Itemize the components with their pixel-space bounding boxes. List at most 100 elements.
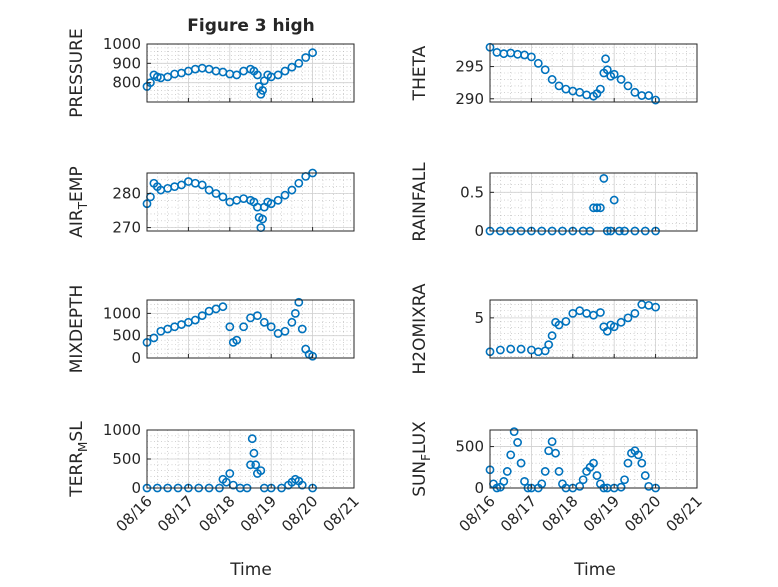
sun_flux-xtick-label: 08/16 (456, 492, 499, 535)
pressure-data-point (287, 62, 297, 72)
sun_flux-data-point (509, 427, 519, 437)
air_temp-ytick-label: 270 (112, 219, 141, 237)
sun_flux-data-point (516, 458, 526, 468)
sun_flux-data-point (513, 438, 522, 447)
h2omixra-data-point (609, 322, 619, 332)
figure-title: Figure 3 high (187, 16, 315, 36)
sun_flux-data-point (623, 458, 633, 468)
theta-ytick-label: 295 (455, 58, 484, 76)
mixdepth-ytick-label: 500 (112, 327, 141, 345)
terr_msl-xtick-label: 08/21 (320, 492, 363, 535)
air_temp-data-point (266, 199, 276, 209)
terr_msl-data-point (256, 466, 266, 475)
pressure-ytick-label: 800 (112, 74, 141, 92)
sun_flux-data-point (637, 458, 647, 468)
terr_msl-xtick-label: 08/19 (237, 492, 280, 535)
h2omixra-data-point (495, 345, 505, 355)
terr_msl-data-point (249, 448, 259, 458)
h2omixra-data-point (623, 313, 633, 323)
mixdepth-data-point (259, 317, 269, 327)
mixdepth-data-point (266, 322, 276, 332)
mixdepth-data-point (197, 311, 207, 321)
air_temp-data-point (197, 180, 207, 190)
air_temp-data-point (280, 190, 290, 200)
mixdepth-axes-box (146, 299, 355, 359)
mixdepth-ytick-label: 0 (131, 349, 141, 367)
theta-data-point (596, 84, 605, 94)
sun_flux-ylabel-sub: F (419, 454, 433, 461)
sun_flux-data-point (592, 471, 602, 480)
terr_msl-ylabel-sub: M (76, 442, 90, 452)
terr_msl-ytick-label: 1000 (103, 421, 141, 439)
sun_flux-axes-box (489, 429, 698, 489)
sun_flux-ylabel-rest: LUX (410, 421, 430, 454)
terr_msl-xtick-label: 08/16 (113, 492, 156, 535)
pressure-data-point (252, 70, 262, 80)
theta-data-point (623, 81, 633, 91)
sun_flux-data-point (616, 482, 626, 492)
sun_flux-data-point (499, 476, 509, 486)
sun_flux-data-point (633, 450, 643, 460)
sun_flux-data-point (502, 467, 512, 476)
terr_msl-data-point (247, 434, 257, 444)
pressure-ytick-label: 1000 (103, 35, 141, 53)
terr_msl-ylabel: TERRMSL (67, 421, 90, 498)
terr_msl-data-point (246, 460, 255, 470)
rainfall-data-point (599, 174, 609, 183)
mixdepth-data-point (225, 322, 235, 332)
mixdepth-ylabel: MIXDEPTH (67, 285, 87, 374)
pressure-data-point (301, 53, 311, 62)
h2omixra-data-point (547, 331, 557, 341)
sun_flux-data-point (589, 458, 598, 468)
sun_flux-ytick-label: 500 (455, 438, 484, 456)
mixdepth-data-point (290, 308, 300, 318)
air_temp-ylabel-rest: EMP (67, 166, 87, 202)
x-axis-label-right: Time (573, 560, 616, 580)
h2omixra-ytick-label: 5 (474, 309, 484, 327)
air_temp-ylabel-main: AIR (67, 209, 87, 238)
terr_msl-ytick-label: 500 (112, 450, 141, 468)
sun_flux-data-point (520, 476, 529, 486)
pressure-data-point (280, 66, 290, 76)
air_temp-ytick-label: 280 (112, 184, 141, 202)
terr_msl-data-point (297, 480, 307, 490)
rainfall-ylabel: RAINFALL (410, 162, 430, 242)
terr_msl-ylabel-main: TERR (67, 452, 87, 498)
terr_msl-ylabel-rest: SL (67, 421, 87, 442)
theta-data-point (651, 95, 660, 105)
mixdepth-data-point (294, 297, 304, 307)
mixdepth-data-point (239, 322, 248, 332)
theta-data-point (533, 58, 543, 68)
sun_flux-data-point (551, 448, 560, 458)
mixdepth-data-point (308, 351, 317, 361)
theta-ytick-label: 290 (455, 90, 484, 108)
h2omixra-axes-box (489, 299, 698, 359)
sun_flux-data-point (506, 450, 516, 460)
sun_flux-xtick-label: 08/17 (497, 492, 540, 535)
h2omixra-data-point (554, 320, 564, 330)
theta-data-point (616, 75, 626, 84)
theta-data-point (630, 87, 640, 97)
rainfall-data-point (596, 203, 605, 213)
theta-data-point (540, 65, 550, 75)
sun_flux-ylabel: SUNFLUX (410, 421, 433, 497)
sun_flux-data-point (578, 475, 588, 485)
theta-ylabel: THETA (410, 45, 430, 101)
rainfall-ytick-label: 0.5 (460, 183, 484, 201)
mixdepth-data-point (232, 335, 242, 345)
rainfall-axes-box (489, 172, 698, 232)
air_temp-data-point (287, 185, 297, 195)
sun_flux-ytick-label: 0 (474, 479, 484, 497)
theta-data-point (609, 69, 619, 79)
sun_flux-data-point (640, 471, 650, 480)
theta-data-point (644, 91, 654, 100)
h2omixra-data-point (616, 317, 626, 327)
air_temp-ylabel-sub: T (76, 201, 90, 210)
mixdepth-data-point (287, 317, 297, 327)
air_temp-ylabel: AIRTEMP (67, 166, 90, 237)
pressure-axes-box (146, 43, 355, 103)
sun_flux-data-point (620, 475, 629, 485)
theta-data-point (554, 81, 564, 91)
air_temp-data-point (211, 189, 221, 198)
